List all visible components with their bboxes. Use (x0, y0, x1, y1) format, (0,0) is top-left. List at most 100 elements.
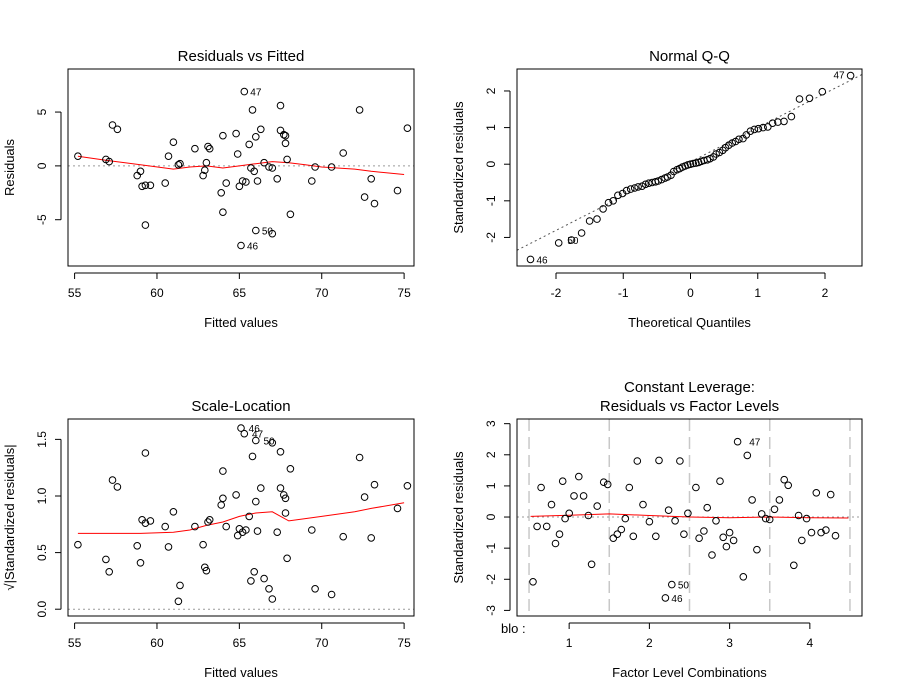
data-point (242, 178, 250, 186)
data-point (599, 205, 607, 213)
y-tick-label: -3 (484, 605, 498, 616)
data-point (199, 171, 207, 180)
data-point (169, 138, 178, 146)
data-point (757, 510, 766, 518)
data-point (641, 180, 650, 189)
data-point (558, 477, 567, 486)
data-point (133, 542, 141, 550)
data-point (805, 94, 814, 103)
data-point (237, 424, 245, 432)
panel-2: 47 50 46 -2 -1 0 1 2 -2 -1 0 1 2 Normal Q-Q Theoretica… (451, 48, 863, 330)
data-point (784, 481, 793, 490)
data-point (268, 439, 277, 447)
x-tick-label: 55 (68, 286, 82, 300)
point-label: 50 (567, 236, 579, 247)
data-point (798, 536, 806, 545)
data-point (191, 522, 199, 531)
chart-title: Constant Leverage: (624, 379, 755, 396)
data-point (764, 123, 772, 131)
x-tick-label: 60 (150, 636, 164, 650)
data-point (579, 492, 588, 500)
data-point (780, 117, 788, 126)
y-tick-label: 1 (484, 124, 498, 131)
data-point (716, 477, 724, 486)
data-point (725, 528, 734, 537)
data-point (617, 525, 626, 534)
data-point (529, 578, 537, 586)
x-tick-label: 0 (687, 286, 694, 300)
data-point (355, 106, 364, 114)
data-point (719, 533, 728, 542)
data-point (561, 514, 569, 523)
y-tick-label: 2 (484, 87, 498, 94)
data-point (265, 585, 273, 593)
x-tick-label: 1 (566, 636, 573, 650)
smoother-line (77, 502, 405, 534)
plot-frame (67, 68, 415, 267)
data-point (770, 505, 779, 514)
data-point (105, 568, 113, 576)
x-tick-label: 1 (754, 286, 761, 300)
data-point (219, 208, 227, 216)
plot-frame (67, 418, 415, 617)
x-tick-label: 60 (150, 286, 164, 300)
data-point (141, 449, 150, 457)
data-point (655, 456, 663, 465)
point-label: 47 (833, 71, 845, 82)
data-point (542, 522, 551, 531)
data-point (609, 197, 618, 205)
data-point (671, 517, 679, 525)
data-point (360, 493, 369, 501)
data-point (626, 185, 635, 193)
data-point (161, 179, 169, 187)
data-point (219, 131, 227, 140)
data-point (565, 509, 574, 518)
data-point (765, 515, 774, 524)
data-point (367, 175, 376, 183)
smoother-line (530, 513, 849, 519)
data-point (768, 119, 777, 127)
data-point (555, 530, 564, 539)
x-tick-label: 65 (233, 286, 247, 300)
point-label: 46 (249, 424, 261, 435)
data-point (311, 585, 319, 593)
data-point (570, 492, 578, 500)
data-point (817, 528, 825, 537)
point-label: 46 (536, 255, 548, 266)
x-tick-label: -2 (551, 286, 562, 300)
data-point (614, 191, 622, 200)
data-point (593, 215, 601, 223)
data-point (708, 551, 716, 559)
data-point (729, 536, 738, 545)
data-point (201, 166, 209, 174)
y-tick-label: 0 (484, 161, 498, 168)
data-point (684, 509, 692, 518)
data-point (250, 167, 258, 176)
data-point (735, 135, 743, 144)
y-tick-label: -5 (35, 214, 49, 225)
y-tick-label: 1.5 (35, 431, 49, 448)
y-tick-label: 1 (484, 482, 498, 489)
data-point (240, 87, 249, 96)
data-point (327, 590, 336, 599)
data-point (245, 140, 253, 149)
data-point (74, 152, 82, 160)
data-point (692, 483, 700, 492)
data-point (253, 177, 262, 185)
data-point (205, 516, 214, 524)
data-point (217, 189, 225, 197)
data-point (276, 126, 285, 135)
y-tick-label: -2 (484, 574, 498, 585)
data-point (633, 457, 642, 465)
data-point (680, 530, 688, 539)
x-axis-label: Theoretical Quantiles (628, 315, 751, 330)
data-point (232, 129, 240, 138)
y-axis-label: Standardized residuals (451, 101, 466, 234)
data-point (146, 517, 155, 525)
data-point (712, 517, 720, 525)
data-point (621, 514, 630, 523)
data-point (252, 497, 260, 506)
point-label: 50 (678, 581, 690, 592)
point-label: 50 (262, 226, 274, 237)
chart-subtitle: Residuals vs Factor Levels (600, 398, 779, 415)
